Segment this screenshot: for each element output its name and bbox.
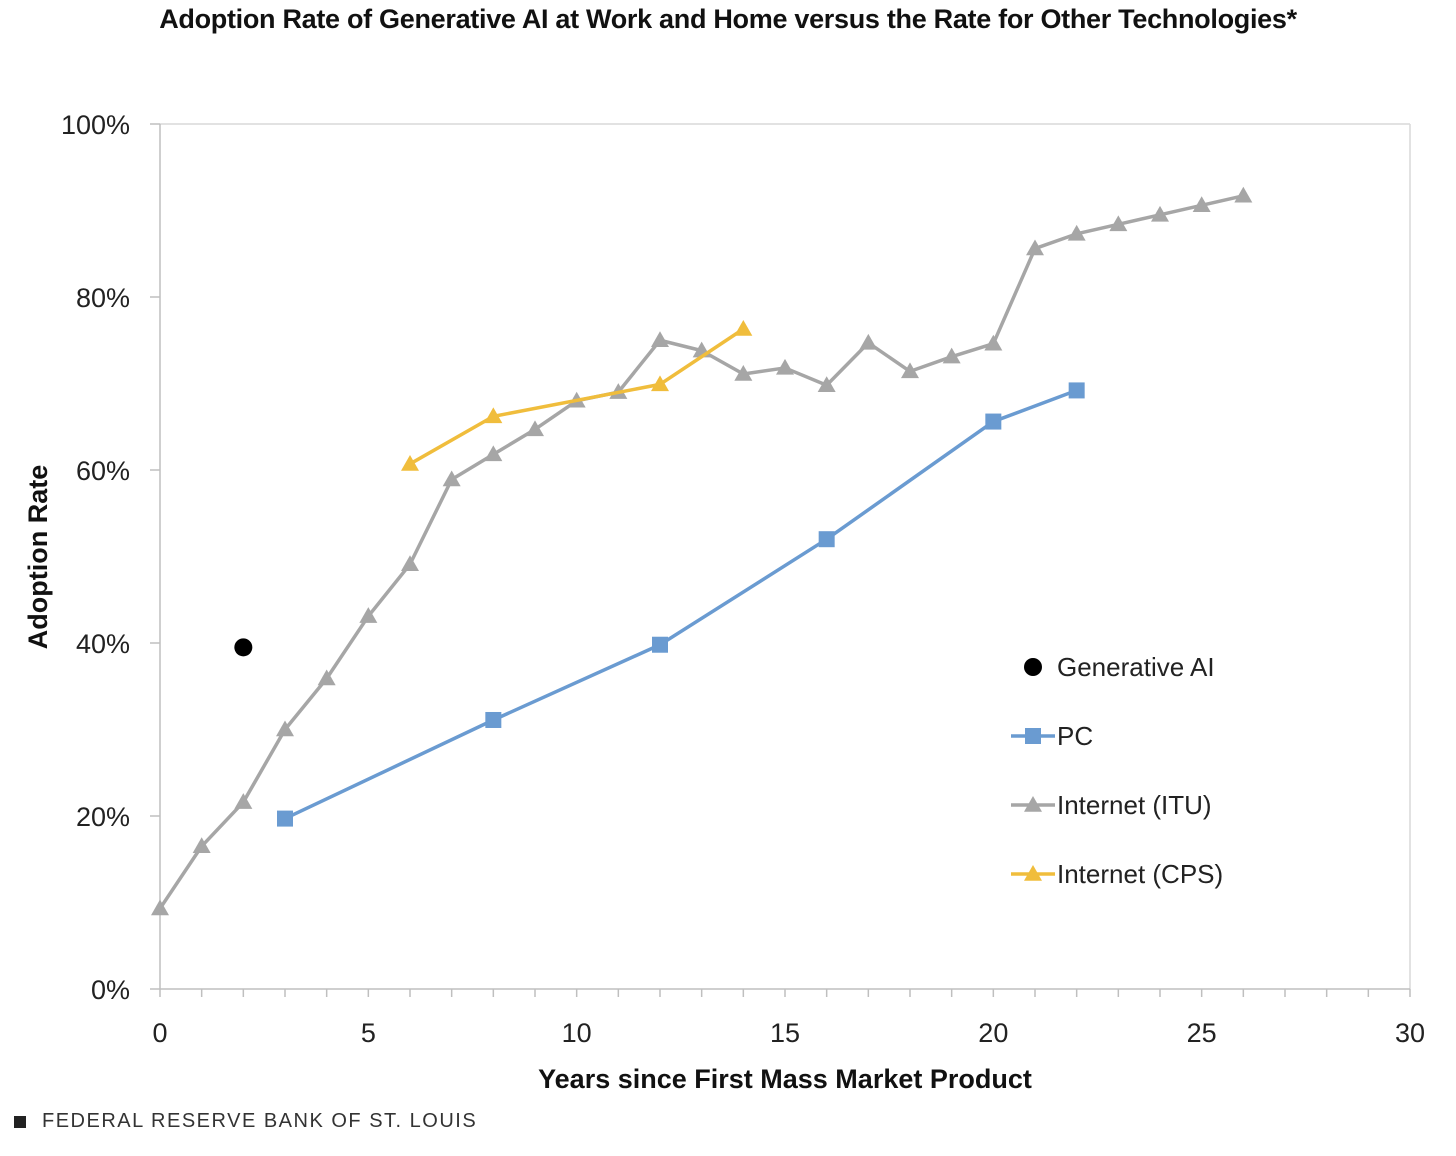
series-layer: [151, 186, 1253, 916]
legend-marker-pc: [1025, 728, 1041, 744]
point-internet-itu: [942, 347, 961, 364]
x-tick-label: 10: [562, 1018, 592, 1048]
point-internet-itu: [1026, 239, 1044, 256]
legend-label-internet-itu: Internet (ITU): [1057, 790, 1212, 820]
point-internet-cps: [401, 454, 419, 471]
point-internet-itu: [151, 899, 169, 916]
point-pc: [1068, 382, 1085, 399]
point-internet-cps: [734, 320, 753, 336]
point-internet-itu: [1067, 224, 1086, 241]
legend-label-pc: PC: [1057, 721, 1093, 751]
y-tick-label: 80%: [76, 283, 130, 313]
point-internet-cps: [484, 407, 503, 424]
point-internet-itu: [484, 445, 503, 462]
legend-label-generative-ai: Generative AI: [1057, 652, 1215, 682]
point-pc: [985, 413, 1002, 430]
series-internet-cps: [401, 320, 753, 471]
point-internet-itu: [734, 364, 753, 381]
legend-item-pc: PC: [1011, 721, 1093, 751]
series-line-internet-cps: [409, 327, 745, 466]
legend-item-internet-itu: Internet (ITU): [1011, 790, 1212, 820]
legend-marker-generative-ai: [1024, 658, 1042, 676]
point-internet-itu: [276, 720, 294, 737]
legend-item-internet-cps: Internet (CPS): [1011, 859, 1223, 889]
legend-marker-internet-itu: [1024, 796, 1042, 812]
x-tick-label: 30: [1395, 1018, 1425, 1048]
point-internet-itu: [234, 793, 253, 809]
point-internet-itu: [401, 555, 419, 572]
x-tick-label: 20: [978, 1018, 1008, 1048]
point-internet-itu: [526, 420, 544, 437]
x-tick-label: 0: [152, 1018, 167, 1048]
point-internet-itu: [984, 334, 1003, 351]
axes: 0% 20% 40% 60% 80% 100% 0 5 10 15 20 25 30 Years sinc…: [23, 110, 1425, 1094]
point-pc: [652, 636, 668, 653]
point-internet-itu: [1192, 196, 1211, 213]
legend-label-internet-cps: Internet (CPS): [1057, 859, 1223, 889]
point-internet-itu: [442, 470, 461, 487]
point-internet-itu: [192, 837, 211, 854]
point-internet-itu: [1151, 205, 1169, 222]
x-axis-title: Years since First Mass Market Product: [538, 1064, 1032, 1094]
chart-title: Adoption Rate of Generative AI at Work a…: [159, 4, 1297, 34]
series-pc: [277, 382, 1085, 827]
y-tick-label: 100%: [61, 110, 130, 140]
y-tick-label: 0%: [91, 975, 130, 1005]
x-tick-label: 25: [1187, 1018, 1217, 1048]
point-generative-ai: [234, 638, 253, 657]
point-internet-itu: [817, 376, 836, 392]
point-internet-itu: [859, 333, 878, 350]
legend: Generative AI PC Internet (ITU) Internet (C…: [1011, 652, 1223, 889]
x-tick-label: 15: [770, 1018, 800, 1048]
point-internet-itu: [901, 362, 919, 379]
point-internet-itu: [359, 607, 378, 623]
point-pc: [818, 531, 835, 548]
source-text: FEDERAL RESERVE BANK OF ST. LOUIS: [42, 1110, 478, 1132]
point-internet-itu: [317, 669, 336, 686]
point-internet-itu: [651, 331, 669, 347]
legend-item-generative-ai: Generative AI: [1024, 652, 1215, 682]
point-internet-cps: [651, 375, 669, 392]
y-axis-title: Adoption Rate: [23, 465, 53, 649]
x-tick-label: 5: [361, 1018, 376, 1048]
y-tick-label: 60%: [76, 456, 130, 486]
legend-marker-internet-cps: [1024, 865, 1042, 881]
series-generative-ai: [234, 638, 253, 657]
series-line-pc: [284, 388, 1078, 821]
point-internet-itu: [1109, 215, 1128, 232]
source-note: FEDERAL RESERVE BANK OF ST. LOUIS: [14, 1110, 477, 1133]
source-square-icon: [14, 1115, 26, 1128]
y-tick-label: 40%: [76, 629, 130, 659]
point-internet-itu: [776, 358, 794, 375]
point-pc: [277, 810, 293, 827]
point-pc: [485, 711, 502, 728]
y-tick-label: 20%: [76, 802, 130, 832]
point-internet-itu: [1234, 186, 1253, 203]
